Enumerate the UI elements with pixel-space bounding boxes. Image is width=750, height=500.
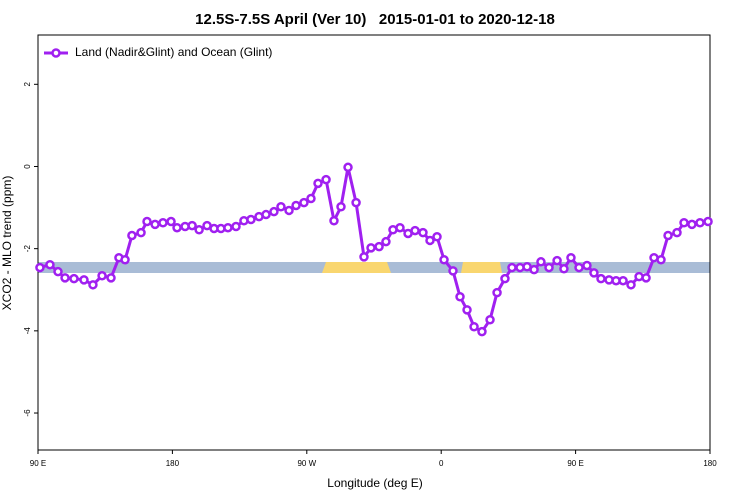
land-band — [461, 262, 502, 273]
data-point — [97, 271, 107, 281]
data-point — [276, 202, 286, 212]
data-point — [246, 214, 256, 225]
data-point — [448, 266, 458, 276]
data-point — [359, 252, 369, 262]
x-tick-label: 180 — [703, 459, 717, 468]
data-point — [106, 273, 116, 283]
x-axis-label: Longitude (deg E) — [327, 476, 422, 490]
data-point — [455, 291, 465, 302]
data-point — [500, 273, 510, 284]
data-point — [53, 266, 63, 277]
data-point — [544, 262, 554, 273]
data-point — [329, 215, 339, 226]
data-point — [187, 220, 197, 231]
data-point — [672, 227, 682, 238]
data-point — [663, 230, 673, 241]
data-point — [596, 273, 606, 284]
data-point — [261, 209, 271, 220]
data-point — [35, 262, 45, 273]
data-point — [321, 174, 331, 185]
data-point — [166, 216, 176, 227]
x-tick-label: 90 E — [567, 459, 583, 468]
x-tick-label: 180 — [166, 459, 180, 468]
data-point — [351, 197, 361, 208]
data-point — [618, 275, 628, 286]
data-point — [425, 235, 435, 246]
data-point — [269, 206, 279, 217]
data-point — [477, 326, 487, 337]
y-tick-label: -6 — [23, 409, 32, 417]
data-point — [462, 305, 472, 315]
data-point — [687, 219, 697, 230]
data-point — [656, 255, 666, 265]
data-point — [507, 262, 517, 273]
land-band — [322, 262, 391, 273]
data-point — [566, 252, 576, 263]
data-point — [574, 262, 584, 273]
x-tick-label: 90 E — [30, 459, 46, 468]
y-tick-label: 2 — [23, 82, 32, 87]
data-point — [299, 197, 309, 208]
data-point — [291, 200, 301, 211]
y-axis-label: XCO2 - MLO trend (ppm) — [0, 176, 14, 311]
data-point — [306, 193, 316, 204]
y-tick-label: 0 — [23, 164, 32, 169]
data-point — [366, 243, 376, 253]
data-point — [439, 255, 449, 265]
data-point — [469, 321, 479, 332]
data-point — [418, 227, 428, 238]
x-tick-label: 0 — [439, 459, 444, 468]
data-point — [158, 218, 168, 228]
data-point — [559, 264, 569, 274]
data-point — [136, 227, 146, 238]
data-point — [194, 225, 204, 235]
data-point — [142, 216, 152, 227]
data-point — [120, 255, 130, 265]
legend-label: Land (Nadir&Glint) and Ocean (Glint) — [75, 45, 272, 59]
data-point — [127, 230, 137, 241]
data-point — [223, 222, 233, 233]
data-point — [536, 257, 546, 267]
plot-frame — [37, 34, 711, 451]
data-point — [695, 218, 705, 228]
data-point — [172, 222, 182, 233]
data-point — [410, 225, 420, 236]
y-tick-label: -2 — [23, 245, 32, 253]
data-point — [88, 280, 98, 290]
data-point — [45, 259, 55, 270]
data-point — [552, 255, 562, 266]
data-point — [641, 273, 651, 283]
data-point — [582, 260, 592, 271]
data-point — [150, 219, 160, 230]
data-point — [60, 273, 70, 283]
data-point — [492, 287, 502, 298]
data-point — [703, 216, 713, 227]
data-point — [343, 162, 353, 173]
data-point — [432, 231, 442, 242]
legend-marker — [51, 48, 61, 58]
chart-title: 12.5S-7.5S April (Ver 10) 2015-01-01 to … — [195, 11, 555, 28]
y-tick-label: -4 — [23, 327, 32, 335]
data-point — [485, 314, 495, 325]
data-point — [69, 273, 79, 284]
x-tick-label: 90 W — [297, 459, 316, 468]
data-point — [284, 205, 294, 216]
data-point — [374, 241, 384, 252]
data-point — [381, 236, 391, 247]
data-point — [529, 264, 539, 275]
data-point — [231, 221, 241, 232]
data-point — [626, 280, 636, 290]
data-point — [589, 268, 599, 278]
data-point — [79, 275, 89, 285]
data-point — [679, 218, 689, 228]
data-point — [336, 202, 346, 212]
data-point — [395, 222, 405, 233]
data-point — [313, 178, 323, 189]
